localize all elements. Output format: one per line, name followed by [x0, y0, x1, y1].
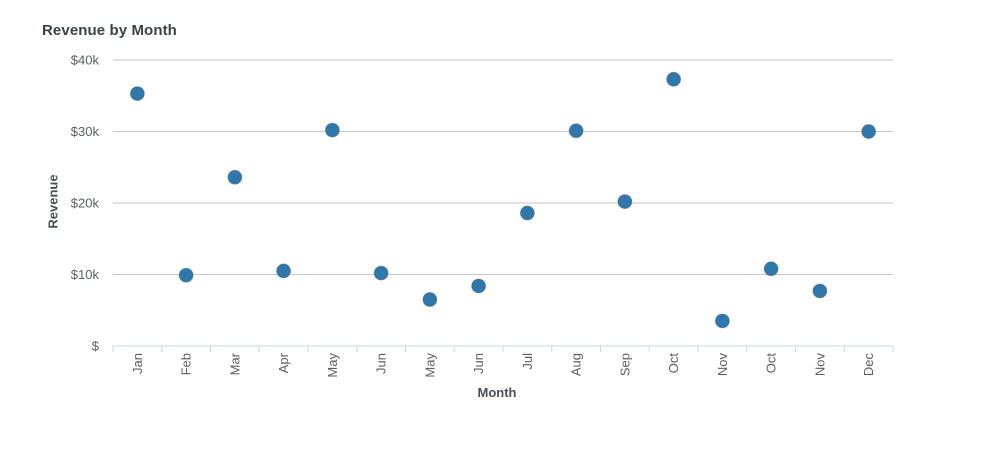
y-tick-label: $10k [71, 267, 100, 282]
data-point[interactable] [763, 261, 779, 277]
x-tick-label: May [325, 353, 340, 378]
y-tick-label: $40k [71, 53, 100, 68]
data-point[interactable] [227, 169, 243, 185]
x-tick-label: Sep [617, 353, 632, 376]
data-point[interactable] [422, 292, 438, 308]
x-tick-label: Oct [764, 353, 779, 374]
y-tick-label: $30k [71, 124, 100, 139]
x-tick-label: Nov [715, 353, 730, 377]
y-tick-label: $20k [71, 196, 100, 211]
data-point[interactable] [568, 123, 584, 139]
x-tick-label: Jun [374, 353, 389, 374]
data-point[interactable] [471, 278, 487, 294]
data-point[interactable] [812, 283, 828, 299]
data-point[interactable] [617, 194, 633, 210]
data-point[interactable] [861, 124, 877, 139]
x-axis-title: Month [477, 385, 517, 400]
x-tick-label: Dec [861, 353, 876, 377]
x-tick-label: Mar [227, 352, 242, 375]
x-tick-label: Nov [812, 353, 827, 377]
data-point[interactable] [666, 71, 682, 87]
x-tick-label: Jun [471, 353, 486, 374]
x-tick-label: Jan [130, 353, 145, 374]
data-point[interactable] [714, 313, 730, 329]
x-tick-label: Oct [666, 353, 681, 374]
data-point[interactable] [129, 86, 145, 102]
data-point[interactable] [276, 263, 292, 279]
x-tick-label: May [422, 353, 437, 378]
x-tick-label: Apr [276, 352, 291, 373]
data-point[interactable] [178, 267, 194, 283]
y-tick-label: $ [92, 339, 100, 354]
data-point[interactable] [373, 265, 389, 281]
chart-title: Revenue by Month [42, 22, 177, 39]
data-point[interactable] [519, 205, 535, 221]
x-tick-label: Feb [179, 353, 194, 375]
x-tick-label: Jul [520, 353, 535, 370]
data-point[interactable] [324, 122, 340, 138]
x-tick-label: Aug [569, 353, 584, 376]
